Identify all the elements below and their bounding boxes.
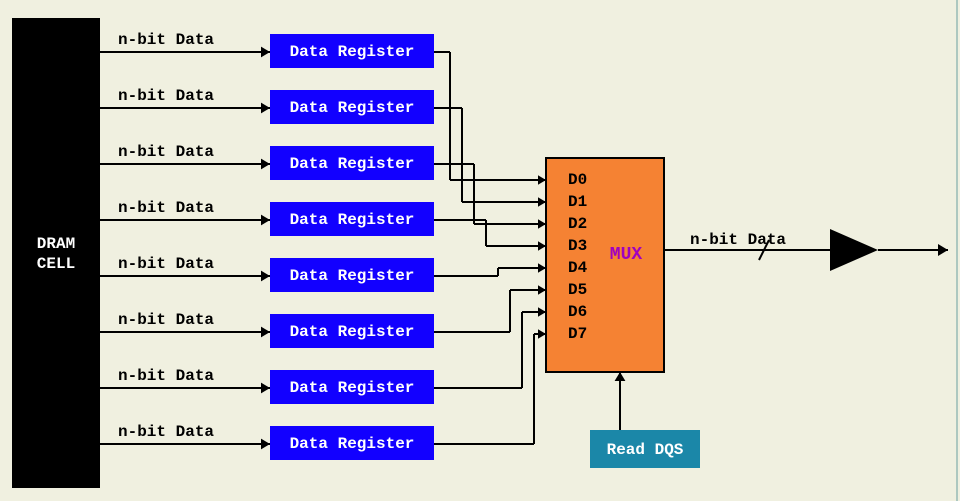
data-register-label: Data Register xyxy=(290,267,415,285)
read-dqs-label: Read DQS xyxy=(607,441,684,459)
nbit-data-label: n-bit Data xyxy=(118,367,214,385)
data-register-label: Data Register xyxy=(290,43,415,61)
nbit-data-label: n-bit Data xyxy=(118,87,214,105)
mux-label: MUX xyxy=(610,245,643,265)
nbit-data-label: n-bit Data xyxy=(118,423,214,441)
output-nbit-label: n-bit Data xyxy=(690,231,786,249)
svg-text:DRAM: DRAM xyxy=(37,235,75,253)
nbit-data-label: n-bit Data xyxy=(118,255,214,273)
data-register-label: Data Register xyxy=(290,323,415,341)
data-register-label: Data Register xyxy=(290,211,415,229)
dram-read-path-diagram: DRAM CELL n-bit Data Data Register n-bit Dat… xyxy=(0,0,960,501)
mux-input-label: D4 xyxy=(568,259,588,277)
mux-input-label: D6 xyxy=(568,303,587,321)
nbit-data-label: n-bit Data xyxy=(118,199,214,217)
data-register-label: Data Register xyxy=(290,155,415,173)
mux-input-label: D7 xyxy=(568,325,587,343)
output-buffer-icon xyxy=(830,229,878,271)
data-register-label: Data Register xyxy=(290,435,415,453)
mux-input-label: D1 xyxy=(568,193,587,211)
svg-text:CELL: CELL xyxy=(37,255,75,273)
mux-input-label: D2 xyxy=(568,215,587,233)
nbit-data-label: n-bit Data xyxy=(118,143,214,161)
data-register-label: Data Register xyxy=(290,99,415,117)
nbit-data-label: n-bit Data xyxy=(118,31,214,49)
mux-input-label: D3 xyxy=(568,237,587,255)
nbit-data-label: n-bit Data xyxy=(118,311,214,329)
mux-input-label: D5 xyxy=(568,281,587,299)
mux-input-label: D0 xyxy=(568,171,587,189)
data-register-label: Data Register xyxy=(290,379,415,397)
mux xyxy=(546,158,664,372)
